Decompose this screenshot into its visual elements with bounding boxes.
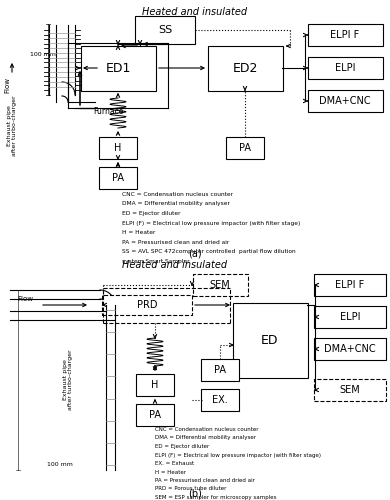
FancyBboxPatch shape — [226, 137, 264, 159]
Text: Heated and insulated: Heated and insulated — [142, 7, 248, 17]
FancyBboxPatch shape — [307, 90, 383, 112]
FancyBboxPatch shape — [201, 359, 239, 381]
FancyBboxPatch shape — [314, 379, 386, 401]
Text: SEM = ESP sampler for microscopy samples: SEM = ESP sampler for microscopy samples — [155, 495, 277, 500]
Text: ED2: ED2 — [232, 62, 258, 74]
Text: H: H — [114, 143, 122, 153]
Text: SS: SS — [158, 25, 172, 35]
Text: Flow: Flow — [4, 77, 10, 93]
Text: ELPI F: ELPI F — [335, 280, 365, 290]
Text: DMA+CNC: DMA+CNC — [324, 344, 376, 354]
Text: PRD = Porous tube diluter: PRD = Porous tube diluter — [155, 486, 226, 492]
Text: PA = Pressurised clean and dried air: PA = Pressurised clean and dried air — [122, 240, 229, 244]
Text: Furnace: Furnace — [93, 108, 123, 116]
Text: DMA = Differential mobility analyser: DMA = Differential mobility analyser — [155, 436, 256, 440]
FancyBboxPatch shape — [314, 274, 386, 296]
Text: PA: PA — [112, 173, 124, 183]
FancyBboxPatch shape — [193, 274, 248, 296]
FancyBboxPatch shape — [207, 46, 282, 90]
Text: SS = AVL SPC 472computer controlled  partial flow dilution: SS = AVL SPC 472computer controlled part… — [122, 249, 296, 254]
Text: PRD: PRD — [137, 300, 157, 310]
Text: PA: PA — [149, 410, 161, 420]
FancyBboxPatch shape — [136, 404, 174, 426]
Text: ED: ED — [261, 334, 279, 346]
Text: ELPI: ELPI — [340, 312, 360, 322]
Text: SEM: SEM — [210, 280, 230, 290]
Text: PA: PA — [214, 365, 226, 375]
Text: EX. = Exhaust: EX. = Exhaust — [155, 461, 194, 466]
Text: ELPI: ELPI — [335, 63, 355, 73]
Text: H = Heater: H = Heater — [155, 470, 186, 474]
Text: Exhaust pipe
after turbo-charger: Exhaust pipe after turbo-charger — [63, 350, 73, 410]
Text: DMA+CNC: DMA+CNC — [319, 96, 371, 106]
FancyBboxPatch shape — [99, 137, 137, 159]
Text: ELPI F: ELPI F — [330, 30, 360, 40]
Text: ED = Ejector diluter: ED = Ejector diluter — [155, 444, 209, 449]
FancyBboxPatch shape — [232, 302, 307, 378]
FancyBboxPatch shape — [99, 167, 137, 189]
Text: 100 mm: 100 mm — [30, 52, 56, 58]
Text: PA = Pressurised clean and dried air: PA = Pressurised clean and dried air — [155, 478, 255, 483]
FancyBboxPatch shape — [314, 306, 386, 328]
FancyBboxPatch shape — [136, 374, 174, 396]
Text: ED = Ejector diluter: ED = Ejector diluter — [122, 211, 181, 216]
Text: Exhaust pipe
after turbo-charger: Exhaust pipe after turbo-charger — [7, 95, 18, 156]
Text: 100 mm: 100 mm — [47, 462, 73, 467]
Text: SEM: SEM — [340, 385, 360, 395]
Text: DMA = Differential mobility analyser: DMA = Differential mobility analyser — [122, 202, 230, 206]
Text: (b): (b) — [188, 488, 202, 498]
Text: H: H — [151, 380, 159, 390]
Text: Flow: Flow — [17, 296, 33, 302]
FancyBboxPatch shape — [307, 24, 383, 46]
Text: CNC = Condensation nucleus counter: CNC = Condensation nucleus counter — [122, 192, 233, 197]
FancyBboxPatch shape — [135, 16, 195, 44]
Text: ED1: ED1 — [105, 62, 131, 74]
Text: ELPI (F) = Electrical low pressure impactor (with filter stage): ELPI (F) = Electrical low pressure impac… — [122, 220, 300, 226]
Text: CNC = Condensation nucleus counter: CNC = Condensation nucleus counter — [155, 427, 259, 432]
Text: H = Heater: H = Heater — [122, 230, 155, 235]
Text: Heated and insulated: Heated and insulated — [122, 260, 227, 270]
FancyBboxPatch shape — [314, 338, 386, 360]
FancyBboxPatch shape — [80, 46, 156, 90]
Text: system Smart Sampler: system Smart Sampler — [122, 258, 190, 264]
Text: (a): (a) — [188, 248, 202, 258]
FancyBboxPatch shape — [307, 57, 383, 79]
Text: PA: PA — [239, 143, 251, 153]
FancyBboxPatch shape — [102, 295, 192, 315]
FancyBboxPatch shape — [201, 389, 239, 411]
Text: ELPI (F) = Electrical low pressure impactor (with filter stage): ELPI (F) = Electrical low pressure impac… — [155, 452, 321, 458]
Text: EX.: EX. — [212, 395, 228, 405]
